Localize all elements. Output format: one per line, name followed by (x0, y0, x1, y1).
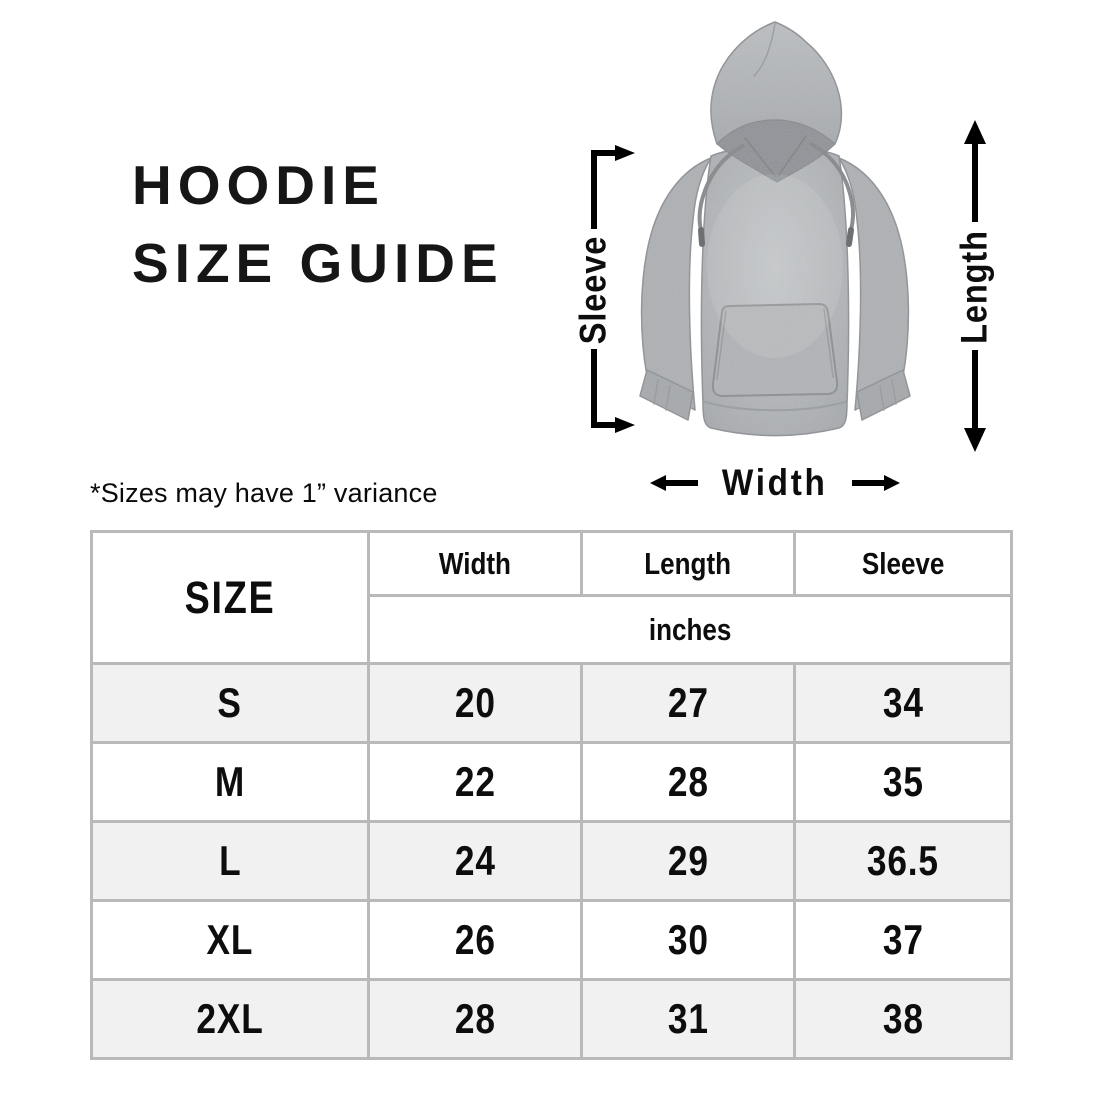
sleeve-value-text: 34 (882, 679, 924, 726)
width-column-header-text: Width (438, 545, 512, 581)
size-cell-text: L (218, 837, 242, 884)
sleeve-bracket-arrow-icon (591, 145, 635, 433)
width-value-text: 26 (454, 916, 496, 963)
length-measure-label: Length (938, 222, 1012, 352)
width-value-text: 20 (454, 679, 496, 726)
length-column-header-text: Length (644, 545, 732, 581)
length-label-text: Length (954, 230, 995, 344)
length-double-arrow-icon (964, 120, 986, 452)
hoodie-left-cuff (639, 369, 694, 421)
width-column-header: Width (367, 530, 583, 597)
sleeve-value-cell: 34 (793, 662, 1013, 744)
size-cell-text: 2XL (196, 995, 264, 1042)
width-value-cell: 28 (367, 978, 583, 1060)
size-cell: S (90, 662, 370, 744)
size-cell-text: S (217, 679, 243, 726)
unit-header-text: inches (648, 611, 732, 647)
size-cell-text: M (214, 758, 246, 805)
length-value-text: 27 (667, 679, 709, 726)
length-value-text: 30 (667, 916, 709, 963)
size-cell: 2XL (90, 978, 370, 1060)
width-value-text: 28 (454, 995, 496, 1042)
size-cell-text: XL (206, 916, 254, 963)
length-column-header: Length (580, 530, 796, 597)
sleeve-column-header: Sleeve (793, 530, 1013, 597)
width-value-cell: 26 (367, 899, 583, 981)
table-row-2xl: 2XL 28 31 38 (90, 978, 1013, 1060)
sleeve-value-cell: 37 (793, 899, 1013, 981)
sleeve-value-cell: 35 (793, 741, 1013, 823)
width-arrow-left-icon (650, 475, 699, 491)
page-title: HOODIE SIZE GUIDE (132, 146, 504, 302)
width-value-text: 24 (454, 837, 496, 884)
width-value-cell: 24 (367, 820, 583, 902)
size-cell: XL (90, 899, 370, 981)
width-measure-label: Width (625, 460, 925, 506)
sleeve-label-text: Sleeve (573, 235, 614, 345)
hoodie-right-drawcord (809, 142, 856, 232)
length-value-cell: 28 (580, 741, 796, 823)
sleeve-column-header-text: Sleeve (861, 545, 945, 581)
sleeve-value-cell: 36.5 (793, 820, 1013, 902)
width-arrow-right-icon (851, 475, 900, 491)
width-value-text: 22 (454, 758, 496, 805)
page-title-line1: HOODIE (132, 154, 385, 216)
table-row-xl: XL 26 30 37 (90, 899, 1013, 981)
table-unit-row: inches (92, 594, 1013, 665)
length-value-cell: 29 (580, 820, 796, 902)
length-value-text: 29 (667, 837, 709, 884)
sleeve-value-text: 38 (882, 995, 924, 1042)
sleeve-value-text: 36.5 (866, 837, 940, 884)
length-value-cell: 27 (580, 662, 796, 744)
size-table: SIZE Width Length Sleeve inches S 20 27 … (90, 530, 1013, 1060)
width-value-cell: 22 (367, 741, 583, 823)
sleeve-value-text: 35 (882, 758, 924, 805)
table-row-m: M 22 28 35 (90, 741, 1013, 823)
sleeve-value-text: 37 (882, 916, 924, 963)
length-value-text: 28 (667, 758, 709, 805)
variance-note: *Sizes may have 1” variance (90, 478, 438, 508)
table-row-s: S 20 27 34 (90, 662, 1013, 744)
sleeve-measure-label: Sleeve (556, 222, 632, 358)
unit-header: inches (367, 594, 1013, 665)
hoodie-hem-seam (704, 401, 846, 412)
size-column-header-text: SIZE (184, 571, 276, 623)
size-cell: L (90, 820, 370, 902)
table-row-l: L 24 29 36.5 (90, 820, 1013, 902)
size-column-header: SIZE (90, 530, 370, 665)
hoodie-right-cuff (856, 369, 911, 421)
page-title-line2: SIZE GUIDE (132, 232, 504, 294)
sleeve-value-cell: 38 (793, 978, 1013, 1060)
length-value-text: 31 (667, 995, 709, 1042)
table-header-row: SIZE Width Length Sleeve (90, 530, 1013, 665)
length-value-cell: 30 (580, 899, 796, 981)
size-cell: M (90, 741, 370, 823)
width-label-text: Width (722, 462, 828, 503)
hoodie-left-drawcord (697, 144, 745, 232)
length-value-cell: 31 (580, 978, 796, 1060)
width-value-cell: 20 (367, 662, 583, 744)
hoodie-illustration (639, 21, 911, 437)
